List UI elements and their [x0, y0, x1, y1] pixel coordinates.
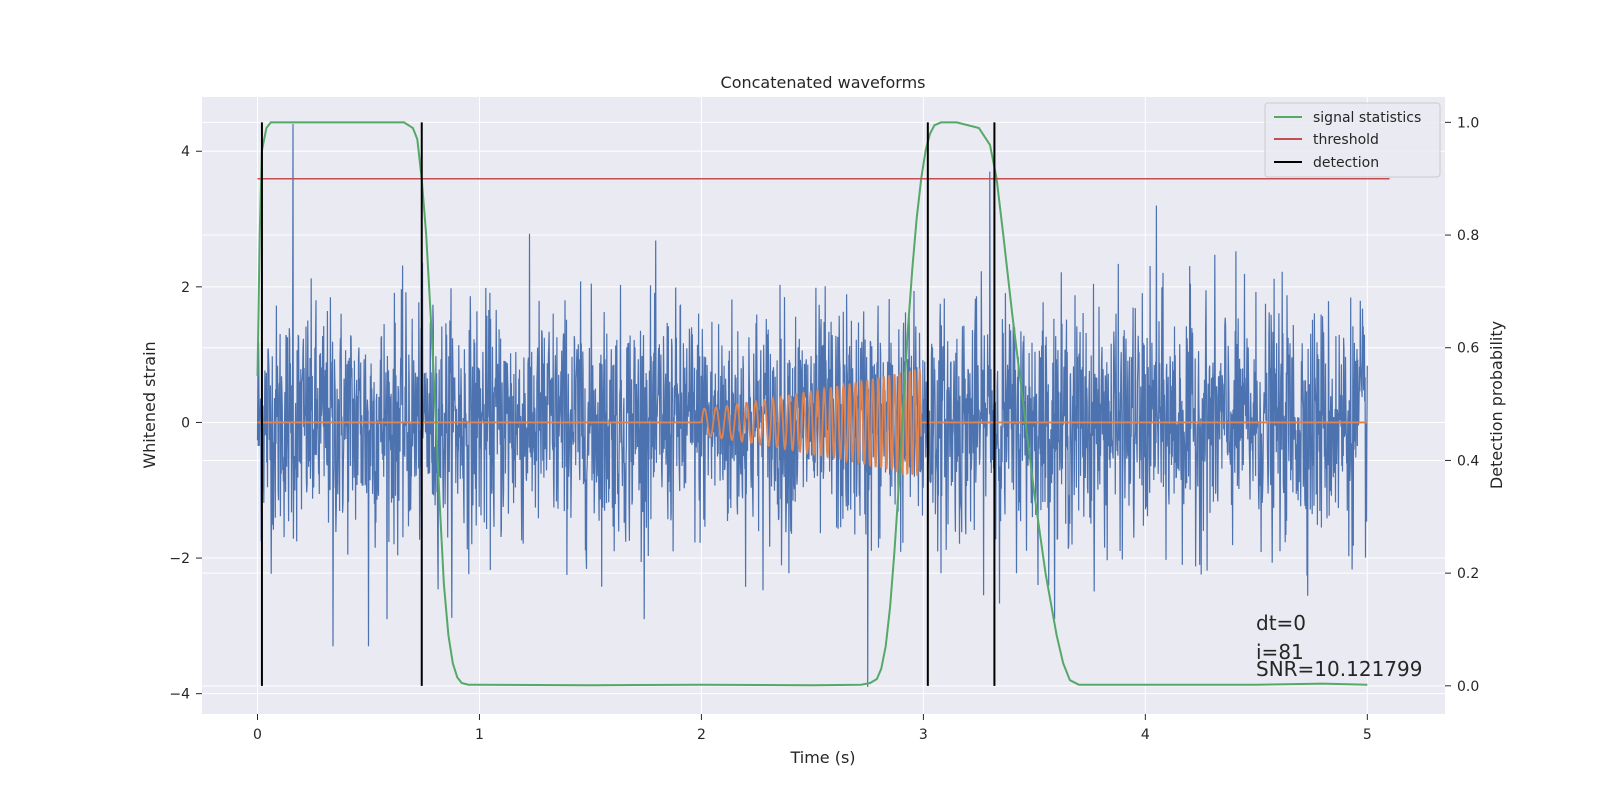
legend-box	[1264, 102, 1441, 178]
y-tick-label: 4	[181, 144, 190, 160]
y-tick-label: 2	[181, 280, 190, 296]
y-right-tick-label: 0.6	[1457, 341, 1479, 357]
y-axis-label: Whitened strain	[140, 341, 159, 468]
template-series	[257, 368, 1368, 476]
y-tick-label: 0	[181, 415, 190, 431]
y-right-tick-label: 0.4	[1457, 453, 1479, 469]
x-tick-label: 2	[697, 727, 706, 743]
y-right-tick-label: 0.8	[1457, 228, 1479, 244]
legend: signal statistics threshold detection	[1264, 102, 1441, 178]
annotation-i: i=81	[1256, 640, 1304, 664]
y-tick-label: −4	[169, 687, 190, 703]
legend-label-threshold: threshold	[1313, 132, 1379, 148]
legend-label-signal-statistics: signal statistics	[1313, 110, 1421, 126]
x-tick-label: 1	[475, 727, 484, 743]
detection-series	[260, 122, 996, 686]
y-tick-label: −2	[169, 551, 190, 567]
y-right-tick-label: 1.0	[1457, 115, 1479, 131]
annotation-snr: SNR=10.121799	[1256, 657, 1422, 681]
y-right-tick-label: 0.2	[1457, 566, 1479, 582]
chart-title: Concatenated waveforms	[721, 73, 926, 92]
legend-label-detection: detection	[1313, 155, 1379, 171]
x-tick-label: 4	[1141, 727, 1150, 743]
signal-statistics-series	[256, 121, 1368, 687]
x-axis-label: Time (s)	[789, 748, 855, 767]
template-line	[257, 368, 1368, 476]
signal-statistics-line	[256, 121, 1368, 687]
axis-ticks: 0 1 2 3 4 5 −4 −2 0 2 4 0.0 0.2 0.4 0.6 0.8 1.0	[169, 115, 1479, 743]
x-tick-label: 5	[1363, 727, 1372, 743]
y-right-axis-label: Detection probability	[1487, 321, 1506, 489]
x-tick-label: 0	[253, 727, 262, 743]
annotation-dt: dt=0	[1256, 611, 1306, 635]
x-tick-label: 3	[919, 727, 928, 743]
y-right-tick-label: 0.0	[1457, 679, 1479, 695]
